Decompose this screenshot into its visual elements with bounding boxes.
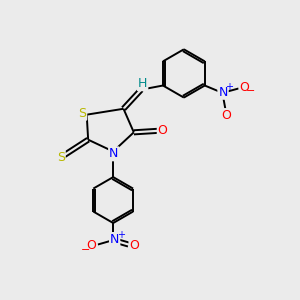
- Text: +: +: [117, 230, 125, 240]
- Text: O: O: [240, 81, 250, 94]
- Text: −: −: [81, 245, 90, 255]
- Text: O: O: [221, 109, 231, 122]
- Text: O: O: [86, 239, 96, 253]
- Text: H: H: [138, 77, 147, 90]
- Text: O: O: [130, 239, 139, 253]
- Text: N: N: [218, 86, 228, 99]
- Text: +: +: [225, 82, 233, 92]
- Text: −: −: [246, 86, 256, 96]
- Text: S: S: [57, 151, 65, 164]
- Text: S: S: [78, 107, 86, 120]
- Text: O: O: [158, 124, 168, 137]
- Text: N: N: [110, 233, 119, 246]
- Text: N: N: [109, 147, 119, 160]
